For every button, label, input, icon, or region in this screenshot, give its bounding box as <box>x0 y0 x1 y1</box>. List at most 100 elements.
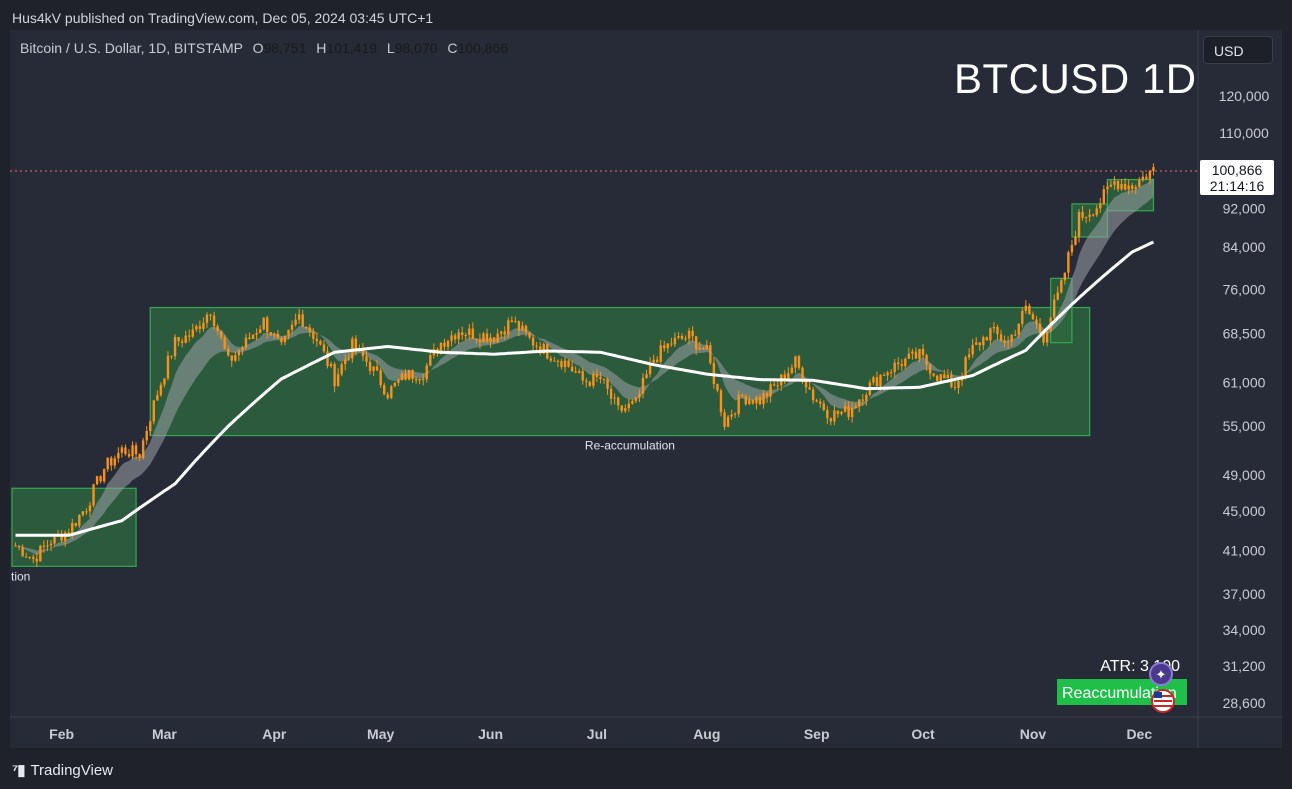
candle-body <box>524 325 528 333</box>
tradingview-logo[interactable]: ⁷▮ TradingView <box>12 761 113 780</box>
candle-body <box>319 341 322 345</box>
candle-body <box>882 374 886 376</box>
candle-body <box>765 393 769 397</box>
candle-body <box>159 384 163 396</box>
candle-body <box>67 532 70 535</box>
candle-body <box>237 350 241 356</box>
candle-body <box>351 338 354 359</box>
candle-body <box>42 545 46 547</box>
candle-body <box>255 333 258 335</box>
y-tick-label: 76,000 <box>1223 281 1266 297</box>
candle-body <box>542 344 545 354</box>
candle-body <box>127 454 131 457</box>
candle-body <box>425 365 428 380</box>
candle-body <box>769 384 772 397</box>
candle-body <box>386 394 389 399</box>
candle-body <box>698 347 701 350</box>
candle-body <box>1017 323 1020 335</box>
star-icon[interactable]: ✦ <box>1149 662 1173 686</box>
candle-body <box>507 320 510 335</box>
y-tick-label: 37,000 <box>1223 586 1266 602</box>
y-tick-label: 92,000 <box>1223 200 1266 216</box>
candle-body <box>549 358 553 361</box>
candle-body <box>1134 187 1137 189</box>
close-label: C <box>447 40 458 56</box>
candle-body <box>1042 332 1045 343</box>
candle-body <box>638 393 641 398</box>
candle-body <box>897 362 900 365</box>
candle-body <box>595 373 599 377</box>
us-flag-icon[interactable] <box>1151 689 1175 713</box>
candle-body <box>943 374 946 379</box>
candle-body <box>305 327 308 329</box>
candle-body <box>1045 331 1049 343</box>
symbol-legend[interactable]: Bitcoin / U.S. Dollar, 1D, BITSTAMP O98,… <box>20 40 508 56</box>
candle-body <box>719 390 723 413</box>
candle-body <box>141 440 145 459</box>
candle-body <box>535 345 538 347</box>
svg-text:✦: ✦ <box>1156 667 1167 682</box>
candle-body <box>861 399 864 401</box>
candle-body <box>28 557 31 559</box>
candle-body <box>478 339 482 343</box>
candle-body <box>911 351 914 354</box>
candle-body <box>858 399 861 407</box>
candle-body <box>227 348 230 356</box>
candle-body <box>308 327 311 332</box>
candle-body <box>606 379 609 389</box>
candle-body <box>461 332 464 336</box>
candle-body <box>411 369 414 380</box>
candle-body <box>886 372 889 376</box>
candle-body <box>120 447 124 453</box>
candle-body <box>276 333 280 339</box>
candle-body <box>1021 310 1024 324</box>
candle-body <box>315 338 319 342</box>
candle-body <box>1091 214 1095 216</box>
candle-body <box>819 401 822 404</box>
candle-body <box>790 367 794 373</box>
candle-body <box>616 397 620 406</box>
currency-button[interactable]: USD <box>1203 36 1273 64</box>
candle-body <box>273 333 276 336</box>
y-tick-label: 110,000 <box>1219 125 1269 141</box>
candle-body <box>177 337 180 342</box>
candle-body <box>244 337 248 348</box>
candle-body <box>195 326 198 330</box>
candle-body <box>429 355 432 366</box>
candle-body <box>726 416 730 427</box>
candle-body <box>741 394 744 397</box>
candle-body <box>826 409 829 419</box>
candle-body <box>368 361 372 371</box>
candle-body <box>35 558 39 562</box>
candle-body <box>219 330 223 338</box>
candle-body <box>585 380 588 382</box>
y-tick-label: 28,600 <box>1223 695 1266 711</box>
candle-body <box>691 330 694 337</box>
candle-body <box>730 414 733 417</box>
candle-body <box>1113 181 1116 185</box>
candles-layer <box>14 163 1155 567</box>
candle-body <box>1088 214 1091 217</box>
candle-body <box>379 370 382 386</box>
candle-body <box>510 320 514 322</box>
candle-body <box>1003 340 1006 343</box>
x-tick-label: Sep <box>804 726 830 742</box>
y-tick-label: 45,000 <box>1223 503 1266 519</box>
candle-body <box>145 431 148 441</box>
candle-body <box>1145 176 1148 180</box>
candle-body <box>801 367 804 382</box>
candle-body <box>932 373 935 376</box>
x-tick-label: Feb <box>49 726 74 742</box>
candle-body <box>843 405 847 412</box>
candle-body <box>32 557 35 559</box>
candle-body <box>957 380 960 389</box>
candle-body <box>163 378 166 385</box>
candle-body <box>517 321 521 331</box>
candle-body <box>833 410 836 422</box>
candle-body <box>666 343 670 349</box>
candle-body <box>1102 189 1106 204</box>
candle-body <box>326 351 329 367</box>
candle-body <box>613 397 616 399</box>
candle-body <box>588 381 592 386</box>
